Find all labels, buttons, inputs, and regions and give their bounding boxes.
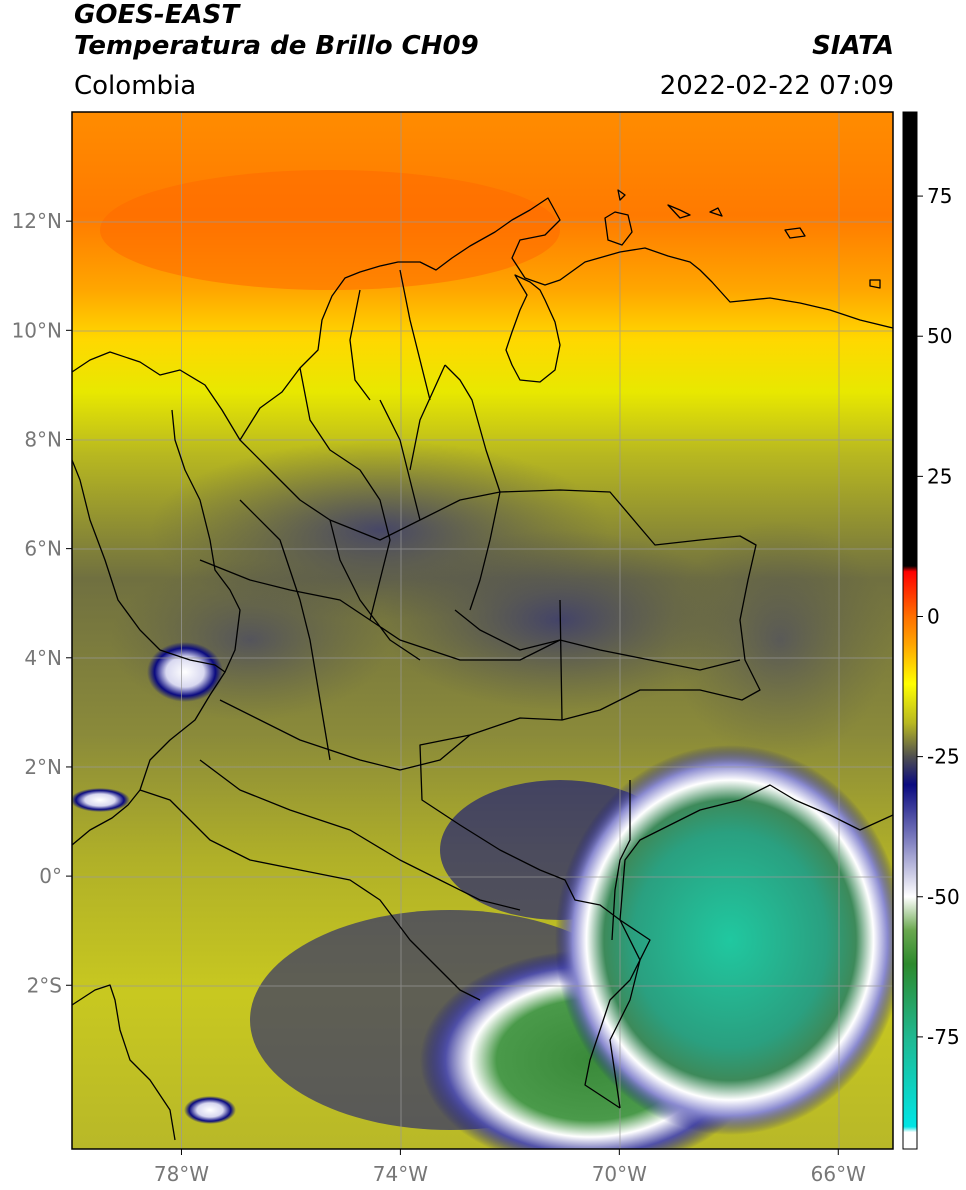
datetime-label: 2022-02-22 07:09 (659, 71, 894, 101)
dept-lines-1 (199, 367, 561, 761)
satellite-title: GOES-EAST (74, 0, 240, 30)
islands (604, 189, 881, 289)
ecuador-coastline (72, 984, 176, 1141)
lake-maracaibo (505, 274, 561, 383)
dept-lines-2 (199, 364, 521, 911)
lon-tick-label: 66°W (811, 1162, 866, 1186)
lat-tick-label: 4°N (24, 646, 62, 670)
lat-tick-label: 2°N (24, 755, 62, 779)
peru-border (609, 784, 893, 1109)
product-title: Temperatura de Brillo CH09 (74, 31, 479, 61)
map-frame (71, 111, 894, 1150)
longitude-ticks: 78°W 74°W 70°W 66°W (154, 1149, 866, 1186)
lat-tick-label: 6°N (24, 537, 62, 561)
graticule (72, 112, 893, 1149)
colorbar-scale (902, 111, 918, 1150)
latitude-ticks: 12°N 10°N 8°N 6°N 4°N 2°N 0° 2°S (12, 209, 72, 997)
brazil-border (559, 599, 631, 941)
lat-tick-label: 12°N (12, 209, 62, 233)
caribbean-coastline (72, 197, 893, 441)
colorbar-tick-label: 0 (927, 604, 940, 628)
lat-tick-label: 8°N (24, 427, 62, 451)
colorbar-tick-label: 50 (927, 324, 952, 348)
colorbar-ticks: 75 50 25 0 -25 -50 -75 (917, 184, 960, 1049)
lat-tick-label: 0° (39, 864, 62, 888)
lon-tick-label: 78°W (154, 1162, 209, 1186)
colorbar-tick-label: -50 (927, 885, 960, 909)
lat-tick-label: 2°S (27, 973, 62, 997)
lat-tick-label: 10°N (12, 318, 62, 342)
colorbar-tick-label: 25 (927, 464, 952, 488)
brightness-temperature-field (72, 112, 893, 1149)
coastlines-borders (72, 189, 893, 1141)
dept-lines-3 (349, 269, 741, 671)
colorbar: 75 50 25 0 -25 -50 -75 (902, 111, 960, 1150)
agency-label: SIATA (812, 31, 894, 61)
lon-tick-label: 74°W (373, 1162, 428, 1186)
colorbar-tick-label: -25 (927, 745, 960, 769)
lon-tick-label: 70°W (592, 1162, 647, 1186)
colorbar-tick-label: 75 (927, 184, 952, 208)
colorbar-tick-label: -75 (927, 1025, 960, 1049)
ecuador-border (139, 789, 481, 1001)
region-label: Colombia (74, 71, 197, 101)
